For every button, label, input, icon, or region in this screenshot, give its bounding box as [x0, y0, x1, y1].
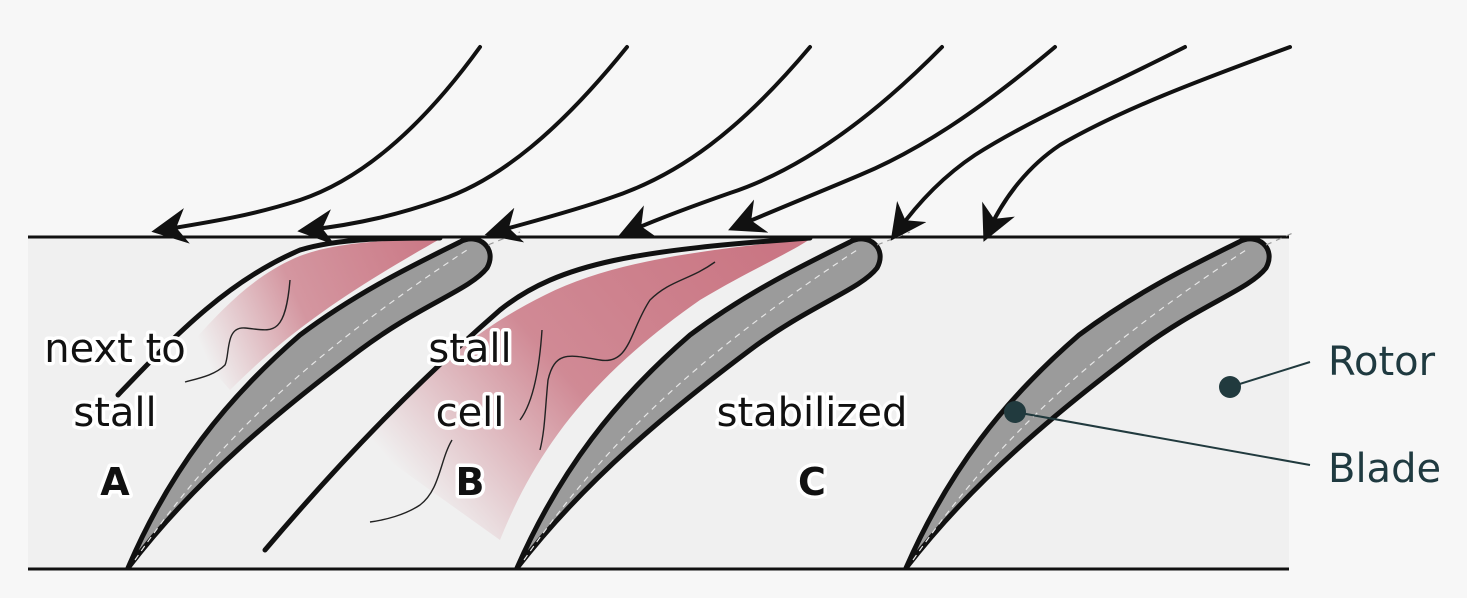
legend-dot-icon — [1219, 376, 1241, 398]
suction-line-b — [262, 235, 813, 553]
legend-dot-icon — [1004, 401, 1026, 423]
legend-blade-label: Blade — [1328, 446, 1441, 492]
blade-leader-line — [1014, 411, 1311, 466]
stall-line-b2 — [519, 329, 543, 421]
stage-a-label-line2: stall — [73, 390, 156, 436]
chord-extension-3 — [1265, 231, 1296, 246]
stage-b-label-line2: cell — [436, 390, 505, 436]
stall-line-a — [184, 279, 291, 383]
stall-region-a — [190, 239, 440, 390]
flow-arrow-icon — [618, 45, 944, 239]
stage-b-label-line1: stall — [428, 326, 511, 372]
blade-2 — [514, 236, 883, 571]
stall-line-b1 — [539, 261, 716, 451]
stage-c-label: stabilized — [717, 390, 908, 436]
flow-arrow-icon — [297, 45, 629, 245]
suction-line-a — [115, 235, 443, 398]
stage-b-letter: B — [456, 460, 485, 504]
chord-extension-1 — [487, 231, 521, 246]
flow-arrow-icon — [151, 45, 482, 244]
flow-arrow-icon — [484, 45, 812, 243]
stage-c-letter: C — [798, 460, 826, 504]
chord-extension-2 — [876, 231, 911, 246]
stall-line-b3 — [369, 439, 453, 523]
flow-arrow-icon — [982, 45, 1292, 242]
rotor-leader-line — [1229, 361, 1311, 388]
stall-region-b — [360, 239, 810, 540]
flow-arrow-icon — [890, 45, 1187, 241]
legend-rotor-label: Rotor — [1328, 339, 1436, 385]
blade-1 — [125, 236, 493, 571]
blade-3 — [903, 236, 1272, 571]
flow-arrows — [151, 45, 1292, 245]
stage-a-label-line1: next to — [44, 326, 185, 372]
flow-arrow-icon — [728, 45, 1057, 233]
stage-a-letter: A — [100, 460, 130, 504]
